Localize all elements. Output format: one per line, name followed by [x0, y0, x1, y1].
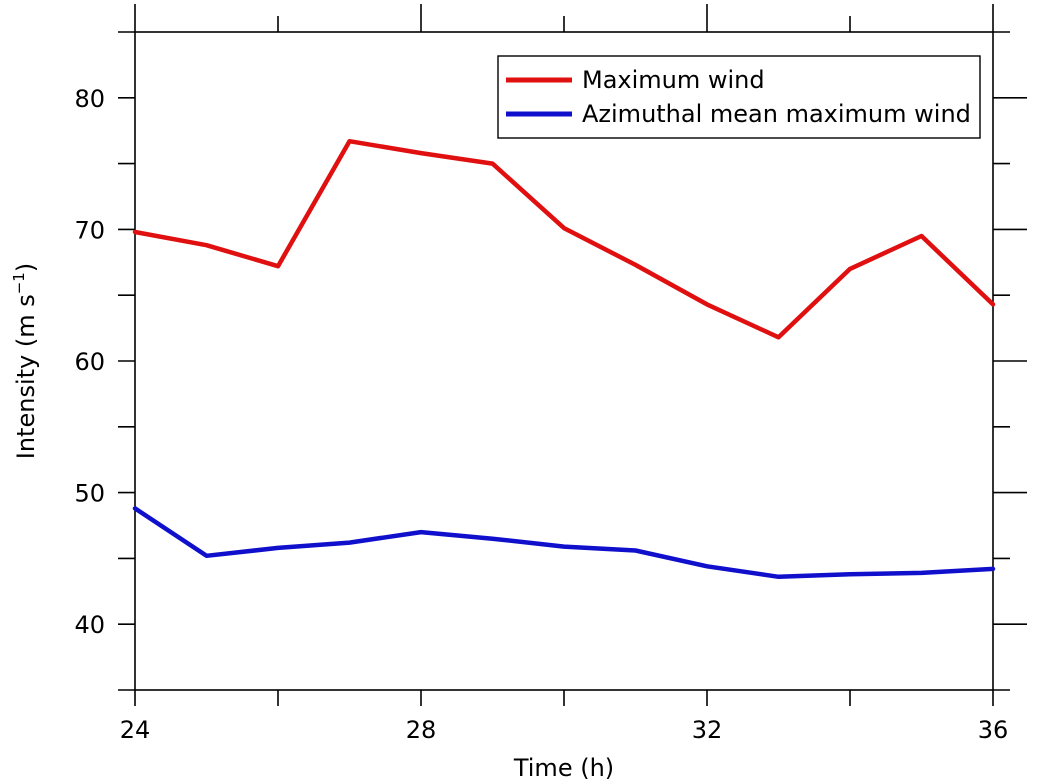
y-tick-label: 60 — [74, 348, 105, 376]
x-tick-label: 24 — [120, 716, 151, 744]
y-tick-label: 40 — [74, 611, 105, 639]
legend-box — [497, 55, 981, 139]
y-axis-title: Intensity (m s−1) — [10, 263, 40, 459]
y-axis-title-close: ) — [12, 263, 40, 272]
y-tick-label: 50 — [74, 480, 105, 508]
legend-label-azimuthal-mean: Azimuthal mean maximum wind — [582, 100, 971, 128]
series-line-0 — [132, 138, 996, 340]
x-tick-label: 36 — [978, 716, 1009, 744]
y-tick-label: 80 — [74, 85, 105, 113]
series-lines — [132, 138, 996, 580]
x-axis-title: Time (h) — [513, 754, 614, 782]
x-tick-label: 32 — [692, 716, 723, 744]
x-tick-label: 28 — [406, 716, 437, 744]
y-axis-title-main: Intensity (m s — [12, 294, 40, 459]
series-line-1 — [132, 506, 996, 580]
y-axis-title-superscript: −1 — [10, 272, 28, 294]
axis-ticks — [118, 4, 1027, 706]
axis-tick-labels: 24 28 32 36 40 50 60 70 80 — [74, 85, 1008, 744]
legend-label-maximum-wind: Maximum wind — [582, 66, 765, 94]
y-tick-label: 70 — [74, 216, 105, 244]
legend: Maximum wind Azimuthal mean maximum wind — [497, 55, 981, 139]
